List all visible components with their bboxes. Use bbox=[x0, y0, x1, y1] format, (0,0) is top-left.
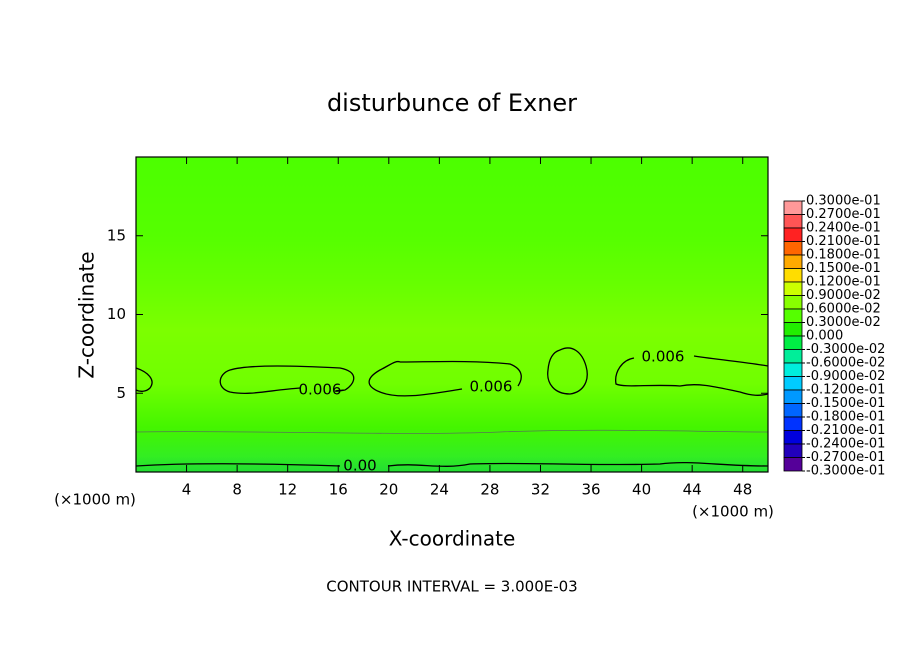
y-tick-label: 15 bbox=[107, 226, 126, 244]
x-tick-label: 12 bbox=[278, 481, 297, 499]
colorbar-bin bbox=[783, 322, 803, 337]
contour-label: 0.006 bbox=[470, 378, 513, 396]
colorbar-bin bbox=[783, 254, 803, 269]
colorbar-bin bbox=[783, 430, 803, 445]
x-tick-label: 40 bbox=[632, 481, 651, 499]
contour-line bbox=[615, 355, 769, 396]
contour-label: 0.006 bbox=[299, 381, 342, 399]
contour-line bbox=[135, 461, 769, 467]
colorbar-label: 0.1200e-01 bbox=[806, 275, 881, 290]
x-tick-label: 20 bbox=[379, 481, 398, 499]
colorbar-bin bbox=[783, 200, 803, 215]
colorbar-bin bbox=[783, 268, 803, 283]
contour-label: 0.00 bbox=[343, 457, 376, 475]
colorbar-label: 0.9000e-02 bbox=[806, 288, 881, 303]
x-tick-label: 48 bbox=[733, 481, 752, 499]
contour-line bbox=[219, 365, 355, 394]
x-tick-label: 8 bbox=[232, 481, 242, 499]
colorbar-label: -0.2700e-01 bbox=[806, 450, 885, 465]
contour-line bbox=[135, 429, 769, 434]
colorbar-label: -0.3000e-01 bbox=[806, 464, 885, 479]
y-tick-label: 5 bbox=[116, 384, 126, 402]
colorbar-label: -0.1800e-01 bbox=[806, 410, 885, 425]
colorbar-label: 0.6000e-02 bbox=[806, 302, 881, 317]
y-tick-label: 10 bbox=[107, 305, 126, 323]
colorbar-label: -0.2100e-01 bbox=[806, 423, 885, 438]
x-tick-label: 24 bbox=[430, 481, 449, 499]
colorbar-label: 0.1500e-01 bbox=[806, 261, 881, 276]
colorbar-bin bbox=[783, 295, 803, 310]
colorbar-label: -0.9000e-02 bbox=[806, 369, 885, 384]
contour-line bbox=[368, 360, 522, 397]
colorbar-label: -0.6000e-02 bbox=[806, 356, 885, 371]
colorbar-label: 0.000 bbox=[806, 329, 843, 344]
y-axis-label: Z-coordinate bbox=[75, 251, 99, 378]
colorbar-bin bbox=[783, 349, 803, 364]
contour-lines bbox=[135, 347, 769, 467]
colorbar-bin bbox=[783, 416, 803, 431]
colorbar-label: 0.2400e-01 bbox=[806, 221, 881, 236]
colorbar-bin bbox=[783, 214, 803, 229]
contour-line bbox=[547, 347, 588, 395]
x-tick-label: 36 bbox=[581, 481, 600, 499]
colorbar-label: -0.3000e-02 bbox=[806, 342, 885, 357]
x-unit: (×1000 m) bbox=[54, 491, 136, 509]
colorbar-label: 0.3000e-01 bbox=[806, 194, 881, 209]
colorbar-label: -0.1500e-01 bbox=[806, 396, 885, 411]
colorbar-bin bbox=[783, 457, 803, 472]
x-tick-label: 28 bbox=[480, 481, 499, 499]
colorbar-bin bbox=[783, 443, 803, 458]
x-tick-label: 32 bbox=[531, 481, 550, 499]
contour-field bbox=[136, 157, 768, 472]
x-axis-label: X-coordinate bbox=[389, 527, 516, 551]
colorbar-bin bbox=[783, 281, 803, 296]
contour-label: 0.006 bbox=[642, 348, 685, 366]
x-tick-label: 16 bbox=[329, 481, 348, 499]
colorbar-label: 0.3000e-02 bbox=[806, 315, 881, 330]
chart-title: disturbunce of Exner bbox=[327, 89, 577, 117]
colorbar-bin bbox=[783, 403, 803, 418]
colorbar-label: 0.2700e-01 bbox=[806, 207, 881, 222]
colorbar-bin bbox=[783, 335, 803, 350]
footer-note: CONTOUR INTERVAL = 3.000E-03 bbox=[326, 578, 577, 596]
colorbar-label: 0.2100e-01 bbox=[806, 234, 881, 249]
x-tick-label: 44 bbox=[683, 481, 702, 499]
colorbar-bin bbox=[783, 227, 803, 242]
contour-line bbox=[135, 367, 153, 392]
colorbar-label: 0.1800e-01 bbox=[806, 248, 881, 263]
colorbar-bin bbox=[783, 376, 803, 391]
x-unit: (×1000 m) bbox=[692, 503, 774, 521]
colorbar-bin bbox=[783, 308, 803, 323]
x-tick-label: 4 bbox=[182, 481, 192, 499]
colorbar-label: -0.1200e-01 bbox=[806, 383, 885, 398]
colorbar-label: -0.2400e-01 bbox=[806, 437, 885, 452]
colorbar-bin bbox=[783, 362, 803, 377]
colorbar-bin bbox=[783, 241, 803, 256]
colorbar-bin bbox=[783, 389, 803, 404]
